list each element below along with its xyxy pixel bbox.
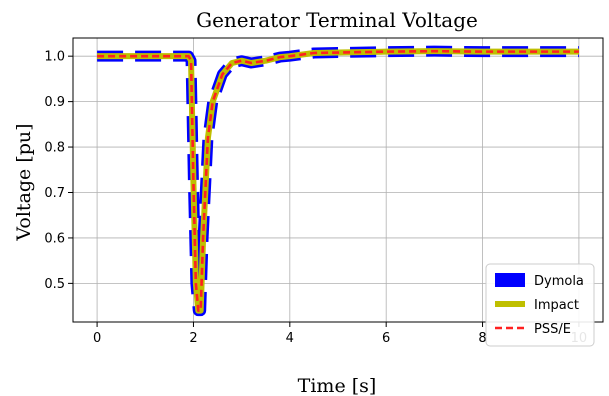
x-tick-label: 8 [478,331,486,346]
legend-label-dymola: Dymola [534,274,584,289]
legend-label-impact: Impact [534,298,579,313]
legend-label-pss-e: PSS/E [534,322,571,337]
y-tick-label: 1.0 [44,50,65,65]
series-line-pss-e [97,49,579,312]
x-tick-label: 6 [382,331,390,346]
series-layer [97,45,579,317]
chart-title: Generator Terminal Voltage [196,8,478,32]
y-axis-label: Voltage [pu] [13,123,35,241]
y-tick-label: 0.9 [44,95,65,110]
y-tick-label: 0.7 [44,186,65,201]
x-axis-label: Time [s] [298,375,377,396]
y-tick-label: 0.5 [44,277,65,292]
y-tick-label: 0.8 [44,141,65,156]
y-tick-label: 0.6 [44,231,65,246]
plot-frame [72,37,604,323]
x-tick-label: 2 [189,331,197,346]
x-tick-label: 4 [286,331,294,346]
x-tick-label: 0 [93,331,101,346]
legend: Dymola Impact PSS/E [485,263,595,347]
legend-swatch-dymola [495,273,525,287]
